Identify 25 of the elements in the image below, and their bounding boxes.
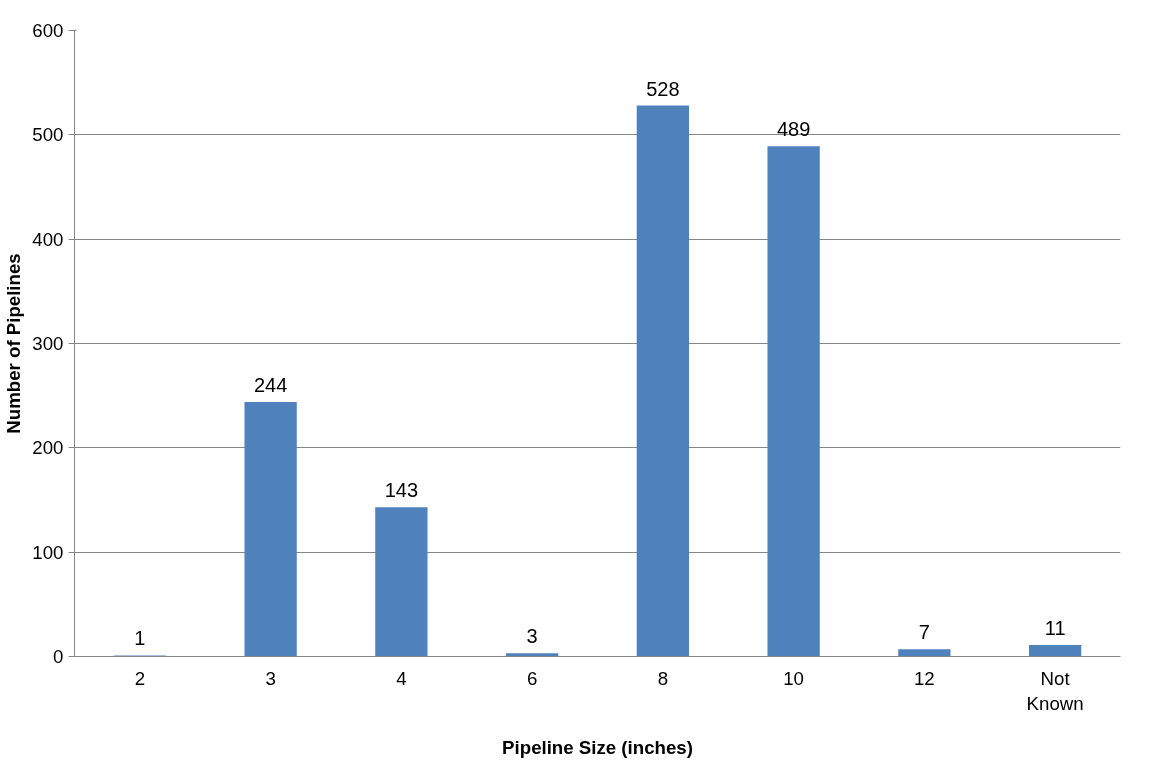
data-label: 3 bbox=[526, 625, 538, 648]
y-axis-title: Number of Pipelines bbox=[3, 253, 25, 434]
x-tick-label: 6 bbox=[526, 667, 538, 689]
x-tick-label: 10 bbox=[783, 667, 805, 689]
x-axis-title: Pipeline Size (inches) bbox=[502, 736, 693, 758]
y-tick-label: 0 bbox=[53, 646, 64, 667]
data-label: 528 bbox=[646, 77, 680, 100]
x-tick-label: 12 bbox=[914, 667, 935, 689]
x-tick-label: Not Known bbox=[1026, 667, 1084, 714]
data-label: 1 bbox=[134, 627, 146, 650]
data-label: 143 bbox=[384, 479, 419, 502]
data-label: 7 bbox=[918, 621, 930, 644]
y-tick-label: 600 bbox=[32, 20, 64, 41]
x-tick-label: 3 bbox=[265, 667, 276, 689]
x-tick-label: 4 bbox=[396, 667, 407, 689]
data-label: 244 bbox=[253, 373, 288, 396]
y-tick-label: 400 bbox=[32, 228, 64, 250]
y-tick-label: 300 bbox=[32, 333, 64, 354]
y-tick-label: 100 bbox=[32, 541, 64, 563]
data-label: 11 bbox=[1044, 617, 1066, 640]
x-tick-label: 2 bbox=[134, 667, 146, 689]
y-tick-label: 500 bbox=[32, 124, 64, 146]
y-tick-label: 200 bbox=[32, 437, 64, 459]
x-tick-label: 8 bbox=[657, 667, 669, 689]
data-label: 489 bbox=[776, 118, 811, 141]
